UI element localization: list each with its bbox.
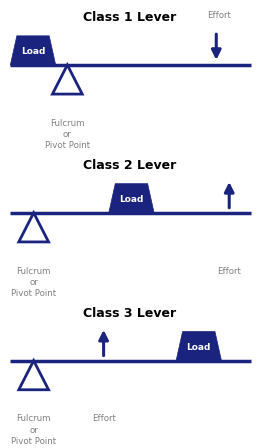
Text: Load: Load: [186, 343, 211, 352]
Text: Effort: Effort: [207, 11, 231, 20]
Text: Load: Load: [21, 47, 45, 56]
Text: Class 1 Lever: Class 1 Lever: [83, 11, 176, 24]
Text: Fulcrum
or
Pivot Point: Fulcrum or Pivot Point: [11, 267, 56, 298]
Text: Load: Load: [119, 195, 144, 204]
Text: Effort: Effort: [217, 267, 241, 276]
Text: Fulcrum
or
Pivot Point: Fulcrum or Pivot Point: [45, 119, 90, 150]
Text: Class 2 Lever: Class 2 Lever: [83, 159, 176, 172]
Polygon shape: [10, 36, 56, 65]
Text: Fulcrum
or
Pivot Point: Fulcrum or Pivot Point: [11, 414, 56, 446]
Polygon shape: [109, 184, 154, 213]
Text: Class 3 Lever: Class 3 Lever: [83, 307, 176, 320]
Polygon shape: [176, 332, 221, 361]
Text: Effort: Effort: [92, 414, 116, 423]
